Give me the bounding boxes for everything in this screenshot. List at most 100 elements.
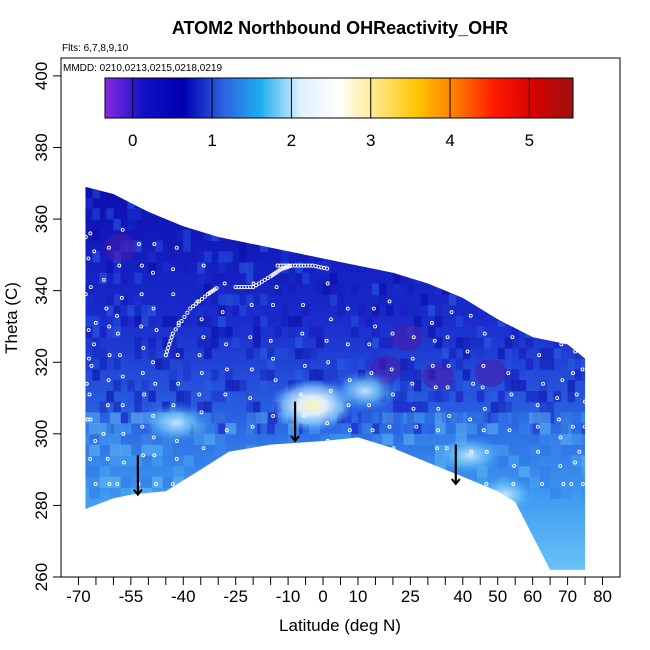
field-cell (343, 358, 352, 370)
field-cell (560, 197, 569, 209)
field-cell (490, 240, 499, 252)
field-cell (337, 208, 345, 220)
field-cell (218, 326, 226, 338)
field-cell (176, 229, 184, 242)
field-cell (298, 487, 310, 499)
field-cell (92, 347, 100, 360)
field-cell (357, 208, 366, 220)
field-cell (267, 197, 275, 209)
field-cell (148, 208, 156, 220)
track-point (447, 413, 452, 418)
field-cell (490, 262, 499, 274)
field-cell (319, 487, 331, 499)
track-point (139, 324, 144, 329)
track-point (151, 413, 156, 418)
field-cell (176, 390, 184, 403)
field-cell (364, 358, 373, 370)
field-cell (581, 412, 586, 424)
track-point (88, 231, 93, 236)
field-cell (539, 423, 551, 435)
field-cell (511, 197, 520, 209)
field-cell (476, 186, 485, 188)
field-low-region (104, 233, 137, 262)
field-cell (539, 476, 551, 489)
field-cell (253, 262, 261, 274)
track-point (171, 292, 176, 297)
field-cell (392, 401, 401, 413)
field-cell (364, 304, 373, 317)
field-cell (385, 197, 394, 209)
y-tick-label: 320 (32, 348, 51, 376)
field-cell (567, 358, 576, 370)
field-cell (434, 337, 443, 349)
track-point (346, 403, 351, 408)
field-cell (134, 294, 142, 306)
field-cell (574, 208, 583, 220)
track-point (171, 267, 175, 272)
track-point (482, 406, 487, 411)
track-point (432, 338, 437, 343)
field-cell (350, 444, 362, 456)
field-cell (455, 262, 464, 274)
track-point (561, 481, 566, 486)
field-cell (323, 197, 331, 209)
field-cell (462, 380, 471, 392)
field-cell (92, 208, 100, 220)
field-cell (267, 315, 275, 327)
field-cell (298, 466, 310, 478)
field-cell (85, 487, 90, 499)
field-cell (455, 186, 464, 188)
x-axis-label: Latitude (deg N) (279, 616, 401, 635)
field-cell (113, 304, 121, 317)
field-cell (85, 294, 93, 306)
field-cell (371, 444, 383, 456)
field-cell (490, 229, 499, 242)
track-point (325, 421, 330, 426)
field-cell (134, 315, 142, 327)
field-cell (525, 304, 534, 317)
field-cell (211, 186, 219, 188)
field-cell (581, 186, 586, 188)
track-point (324, 338, 329, 343)
track-point (390, 331, 395, 336)
field-cell (204, 423, 216, 435)
field-cell (525, 326, 534, 338)
field-cell (85, 358, 86, 370)
field-cell (553, 347, 562, 360)
field-cell (239, 208, 247, 220)
track-point (325, 439, 330, 443)
track-point (107, 481, 112, 486)
field-cell (483, 337, 492, 349)
field-cell (546, 219, 555, 231)
field-cell (589, 326, 596, 337)
field-cell (364, 229, 373, 242)
track-point (250, 424, 255, 429)
field-cell (378, 283, 387, 295)
field-cell (288, 186, 296, 199)
arrow-head (290, 435, 300, 443)
field-cell (253, 315, 261, 327)
field-cell (476, 240, 485, 252)
track-point (199, 296, 204, 302)
track-point (302, 413, 307, 418)
track-point (199, 317, 204, 322)
track-point (223, 392, 228, 397)
field-cell (525, 229, 534, 242)
field-cell (497, 197, 506, 209)
field-cell (490, 390, 499, 403)
field-cell (589, 198, 596, 209)
track-point (303, 449, 308, 454)
field-cell (106, 326, 114, 338)
field-cell (399, 262, 408, 274)
field-cell (361, 444, 373, 456)
field-cell (211, 337, 219, 349)
field-cell (532, 240, 541, 252)
track-point (93, 481, 98, 486)
track-point (577, 449, 582, 454)
field-cell (518, 347, 527, 360)
field-cell (518, 251, 527, 263)
field-cell (330, 358, 338, 370)
field-cell (406, 186, 415, 188)
field-cell (448, 380, 457, 392)
field-cell (267, 358, 275, 370)
